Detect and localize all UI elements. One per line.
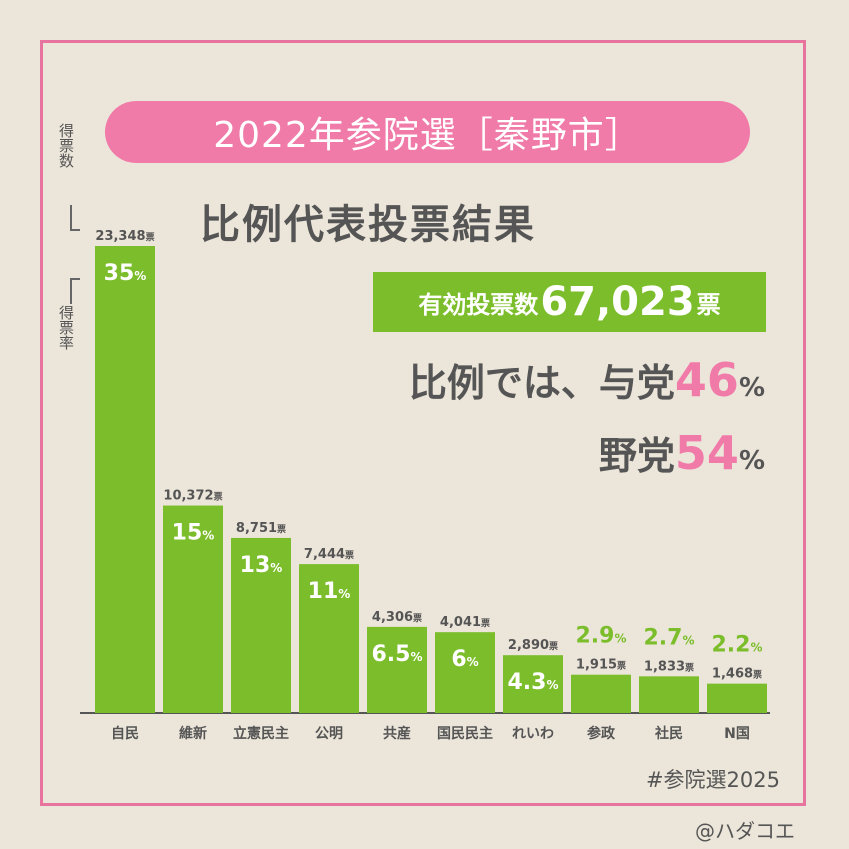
- percent-label-7: 2.9%: [575, 624, 626, 649]
- category-label-8: 社民: [654, 725, 683, 742]
- bracket-bottom: [70, 278, 80, 304]
- vote-label-0: 23,348票: [95, 229, 154, 244]
- vote-label-6: 2,890票: [508, 638, 558, 653]
- category-label-0: 自民: [111, 725, 139, 742]
- y-label-rate: 得票率: [57, 305, 75, 350]
- bar-0: [95, 246, 155, 713]
- percent-label-1: 15%: [172, 521, 215, 546]
- credit: @ハダコエ: [695, 819, 795, 843]
- percent-label-3: 11%: [308, 579, 351, 604]
- summary-ruling-unit: %: [738, 373, 765, 403]
- category-label-4: 共産: [383, 725, 411, 742]
- hashtag: #参院選2025: [645, 768, 780, 792]
- total-votes-unit: 票: [696, 290, 721, 319]
- summary-opposition-label: 野党: [598, 434, 675, 478]
- bar-1: [163, 505, 223, 713]
- total-votes-box: 有効投票数 67,023 票: [373, 272, 766, 332]
- percent-label-6: 4.3%: [507, 670, 558, 695]
- summary-opposition-unit: %: [738, 446, 765, 476]
- title-banner: 2022年参院選［秦野市］: [105, 101, 750, 163]
- bar-3: [299, 564, 359, 713]
- summary-ruling: 比例では、与党46%: [409, 352, 765, 407]
- frame-border: [40, 40, 806, 806]
- total-votes-value: 67,023: [540, 279, 695, 325]
- category-label-6: れいわ: [512, 726, 554, 742]
- bar-7: [571, 674, 631, 713]
- chart-title: 2022年参院選［秦野市］: [213, 115, 642, 156]
- percent-label-8: 2.7%: [643, 625, 694, 650]
- category-label-5: 国民民主: [437, 725, 493, 742]
- summary-ruling-label: 比例では、与党: [408, 361, 675, 405]
- percent-label-5: 6%: [451, 647, 478, 672]
- percent-label-2: 13%: [240, 553, 283, 578]
- category-label-3: 公明: [315, 726, 343, 742]
- vote-label-9: 1,468票: [712, 667, 762, 682]
- vote-label-8: 1,833票: [644, 659, 694, 674]
- category-label-2: 立憲民主: [233, 725, 289, 742]
- vote-label-5: 4,041票: [440, 615, 490, 630]
- percent-label-0: 35%: [104, 261, 147, 286]
- bar-4: [367, 626, 427, 713]
- total-votes-label: 有効投票数: [418, 290, 539, 319]
- bar-9: [707, 683, 767, 713]
- category-label-7: 参政: [587, 725, 616, 742]
- bar-5: [435, 632, 495, 713]
- vote-label-4: 4,306票: [372, 610, 422, 625]
- summary-opposition: 野党54%: [599, 425, 765, 480]
- bar-6: [503, 655, 563, 713]
- percent-label-4: 6.5%: [371, 642, 422, 667]
- category-label-1: 維新: [179, 725, 207, 742]
- vote-label-1: 10,372票: [163, 489, 222, 504]
- bar-8: [639, 676, 699, 713]
- summary-ruling-pct: 46: [674, 353, 739, 407]
- percent-label-9: 2.2%: [711, 633, 762, 658]
- chart-subtitle: 比例代表投票結果: [200, 202, 536, 248]
- bar-2: [231, 537, 291, 713]
- vote-label-2: 8,751票: [236, 521, 286, 536]
- vote-label-3: 7,444票: [304, 547, 354, 562]
- vote-label-7: 1,915票: [576, 658, 626, 673]
- category-label-9: N国: [724, 726, 750, 742]
- summary-opposition-pct: 54: [674, 426, 739, 480]
- y-label-votes: 得票数: [57, 123, 75, 168]
- bracket-top: [70, 205, 80, 231]
